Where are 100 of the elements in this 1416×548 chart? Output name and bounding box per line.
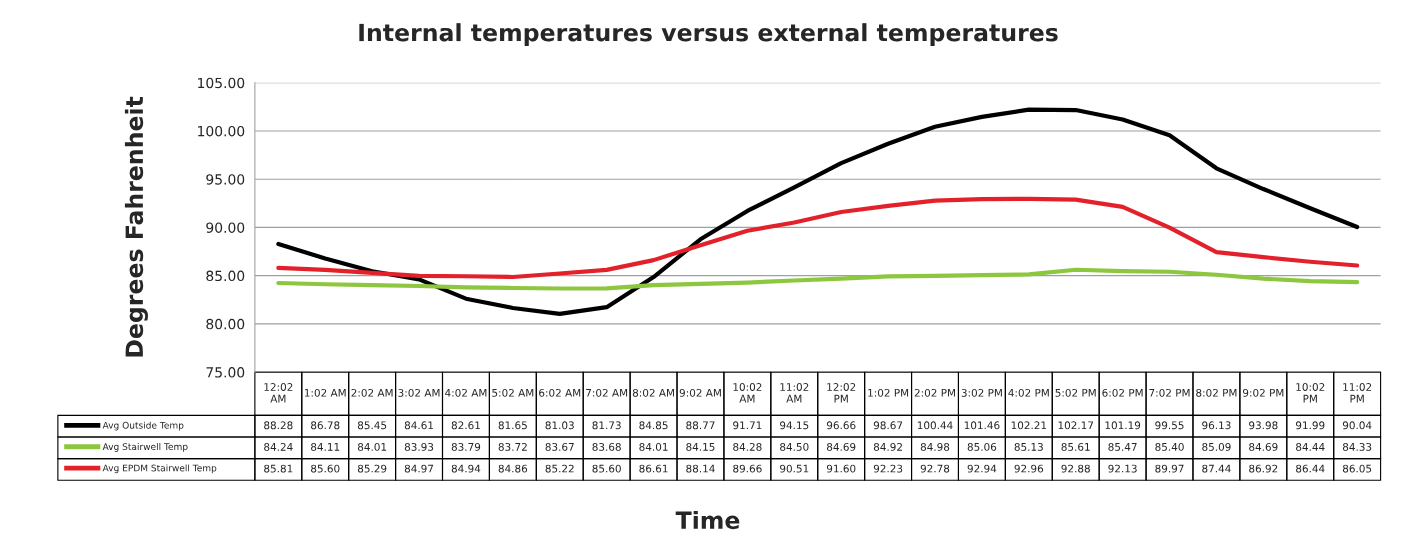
data-label: 87.44: [1202, 464, 1231, 473]
data-label: 85.09: [1202, 442, 1231, 451]
x-tick-label: 8:02 PM: [1196, 388, 1237, 397]
x-tick-label: 8:02 AM: [632, 388, 674, 397]
data-label: 84.92: [873, 442, 902, 451]
data-label: 86.44: [1296, 464, 1325, 473]
y-tick-label: 85.00: [206, 270, 245, 282]
data-label: 84.86: [498, 464, 528, 473]
y-tick-label: 90.00: [206, 222, 245, 233]
x-tick-label: 4:02 PM: [1008, 388, 1049, 397]
x-tick-label: 11:02 AM: [780, 383, 809, 403]
data-label: 84.69: [826, 442, 856, 451]
data-label: 102.17: [1058, 421, 1094, 430]
x-tick-label: 6:02 PM: [1102, 388, 1143, 397]
y-tick-label: 95.00: [206, 174, 245, 185]
data-label: 84.85: [639, 421, 668, 430]
x-tick-label: 7:02 PM: [1149, 388, 1190, 397]
x-tick-label: 5:02 AM: [492, 388, 534, 397]
x-tick-label: 12:02 AM: [264, 383, 293, 403]
data-label: 86.61: [639, 464, 668, 473]
data-label: 84.28: [733, 442, 762, 451]
data-label: 85.81: [264, 464, 293, 473]
data-label: 84.94: [451, 464, 481, 473]
y-tick-label: 75.00: [206, 367, 245, 378]
data-label: 100.44: [917, 421, 953, 430]
x-tick-label: 10:02 PM: [1296, 383, 1325, 403]
data-label: 84.01: [639, 442, 668, 451]
data-label: 81.73: [592, 421, 621, 430]
data-label: 101.19: [1105, 421, 1141, 430]
data-label: 96.66: [826, 421, 856, 430]
legend-label: Avg Outside Temp: [102, 421, 184, 431]
x-tick-label: 11:02 PM: [1343, 383, 1372, 403]
data-label: 84.69: [1249, 442, 1278, 451]
data-label: 85.47: [1108, 442, 1137, 451]
data-label: 81.65: [498, 421, 527, 430]
data-label: 84.24: [264, 442, 293, 451]
data-label: 85.29: [357, 464, 387, 473]
data-label: 85.60: [311, 464, 340, 473]
data-label: 83.68: [592, 442, 621, 451]
x-tick-label: 2:02 PM: [914, 388, 955, 397]
data-label: 90.04: [1342, 421, 1372, 430]
data-label: 88.28: [264, 421, 293, 430]
data-label: 88.77: [686, 421, 715, 430]
data-label: 92.96: [1014, 464, 1044, 473]
data-label: 84.15: [686, 442, 715, 451]
x-tick-label: 2:02 AM: [351, 388, 393, 397]
data-label: 91.99: [1295, 421, 1325, 430]
x-tick-label: 9:02 PM: [1243, 388, 1284, 397]
line-series: [276, 107, 1360, 317]
data-label: 92.13: [1108, 464, 1137, 473]
data-label: 81.03: [545, 421, 574, 430]
x-tick-label: 1:02 AM: [304, 388, 346, 397]
data-label: 85.40: [1155, 442, 1184, 451]
data-label: 94.15: [780, 421, 809, 430]
data-label: 85.22: [545, 464, 574, 473]
x-tick-label: 10:02 AM: [733, 383, 762, 403]
data-label: 84.97: [404, 464, 434, 473]
data-label: 92.23: [873, 464, 903, 473]
data-label: 98.67: [873, 421, 903, 430]
y-tick-label: 80.00: [206, 318, 245, 330]
data-label: 84.11: [311, 442, 340, 451]
x-tick-label: 9:02 AM: [679, 388, 721, 397]
x-tick-label: 7:02 AM: [586, 388, 628, 397]
data-label: 83.72: [498, 442, 527, 451]
data-label: 89.66: [733, 464, 762, 473]
data-label: 83.93: [404, 442, 434, 451]
data-label: 85.13: [1014, 442, 1043, 451]
data-label: 84.33: [1342, 442, 1372, 451]
data-label: 86.78: [311, 421, 340, 430]
chart-title: Internal temperatures versus external temperatures: [359, 23, 1058, 47]
legend-label: Avg EPDM Stairwell Temp: [102, 464, 217, 474]
line-series: [276, 267, 1360, 291]
x-tick-label: 1:02 PM: [868, 388, 909, 397]
data-label: 85.60: [592, 464, 621, 473]
line-series: [276, 196, 1360, 280]
data-label: 86.05: [1342, 464, 1372, 473]
data-label: 84.98: [920, 442, 950, 451]
data-label: 101.46: [964, 421, 1000, 430]
data-label: 85.06: [967, 442, 997, 451]
x-tick-label: 3:02 AM: [398, 388, 440, 397]
data-label: 85.61: [1061, 442, 1090, 451]
x-tick-label: 12:02 PM: [827, 383, 856, 403]
data-label: 96.13: [1202, 421, 1231, 430]
legend-label: Avg Stairwell Temp: [102, 443, 188, 452]
data-label: 84.61: [404, 421, 433, 430]
data-label: 91.60: [826, 464, 856, 473]
x-tick-label: 3:02 PM: [961, 388, 1002, 397]
x-tick-label: 4:02 AM: [445, 388, 487, 397]
y-tick-label: 100.00: [198, 125, 245, 137]
x-tick-label: 6:02 AM: [539, 388, 581, 397]
data-label: 92.94: [967, 464, 997, 473]
data-label: 90.51: [780, 464, 809, 473]
x-tick-label: 5:02 PM: [1055, 388, 1096, 397]
y-axis-title: Degrees Fahrenheit: [124, 96, 148, 357]
data-label: 88.14: [686, 464, 715, 473]
data-label: 89.97: [1155, 464, 1184, 473]
data-label: 84.44: [1296, 442, 1325, 451]
data-label: 93.98: [1249, 421, 1278, 430]
data-label: 83.79: [451, 442, 481, 451]
data-label: 83.67: [545, 442, 574, 451]
